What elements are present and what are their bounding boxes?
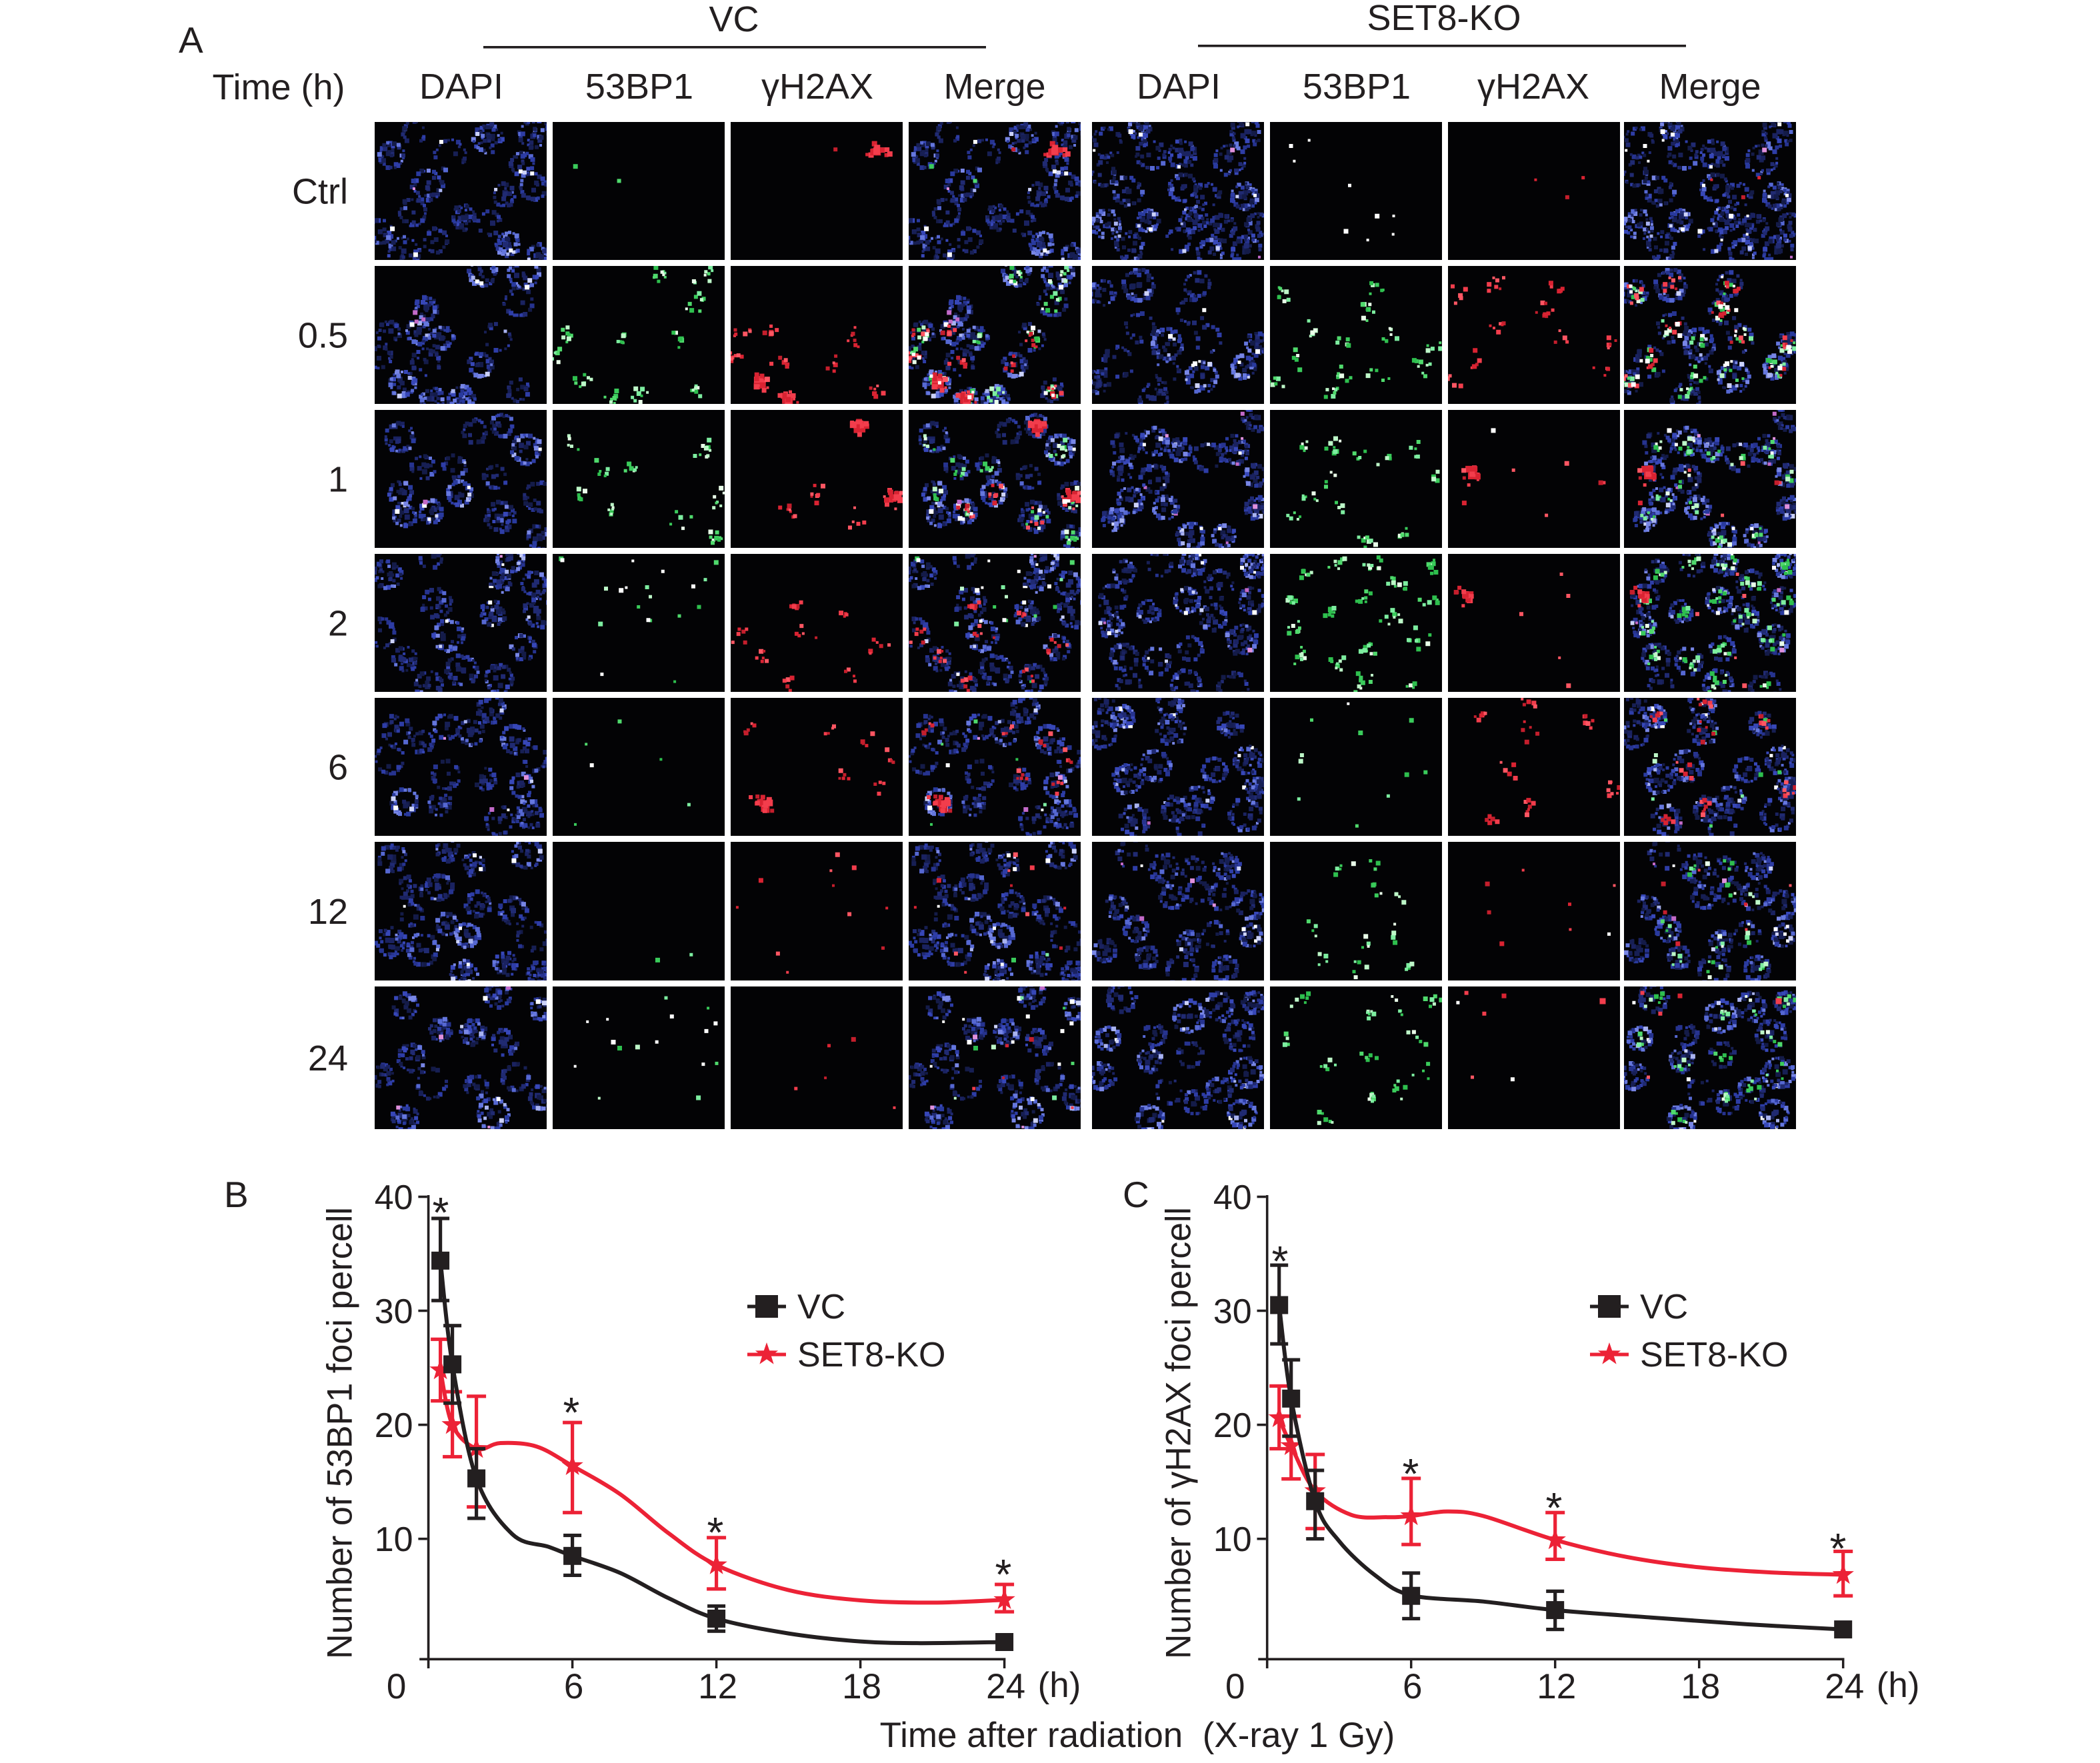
svg-text:10: 10 (1213, 1520, 1252, 1559)
svg-text:Merge: Merge (1659, 67, 1761, 107)
svg-text:24: 24 (986, 1667, 1025, 1706)
svg-text:*: * (563, 1388, 580, 1436)
svg-text:(h): (h) (1877, 1666, 1920, 1705)
svg-text:C: C (1123, 1174, 1149, 1215)
svg-text:1: 1 (328, 460, 348, 500)
svg-text:10: 10 (375, 1520, 413, 1559)
svg-text:40: 40 (375, 1178, 413, 1217)
svg-text:*: * (707, 1508, 724, 1556)
svg-text:B: B (224, 1174, 249, 1215)
svg-text:Number of γH2AX foci percell: Number of γH2AX foci percell (1159, 1207, 1199, 1659)
svg-text:2: 2 (328, 604, 348, 644)
svg-text:SET8-KO: SET8-KO (797, 1336, 946, 1374)
svg-text:VC: VC (709, 0, 759, 39)
svg-text:18: 18 (1681, 1667, 1720, 1706)
svg-text:53BP1: 53BP1 (1303, 67, 1411, 107)
svg-text:12: 12 (308, 892, 348, 932)
svg-text:*: * (433, 1188, 449, 1236)
svg-text:18: 18 (842, 1667, 881, 1706)
svg-text:*: * (1830, 1524, 1847, 1572)
svg-text:A: A (179, 19, 203, 61)
svg-text:Number of 53BP1 foci percell: Number of 53BP1 foci percell (321, 1207, 360, 1659)
svg-text:6: 6 (328, 748, 348, 788)
svg-text:0: 0 (1225, 1667, 1245, 1706)
svg-text:*: * (1403, 1450, 1419, 1498)
svg-text:*: * (995, 1550, 1012, 1598)
svg-text:24: 24 (308, 1038, 348, 1078)
svg-text:Time (h): Time (h) (213, 67, 345, 107)
svg-text:6: 6 (1403, 1667, 1422, 1706)
svg-text:γH2AX: γH2AX (1477, 67, 1589, 107)
svg-text:Ctrl: Ctrl (292, 172, 348, 212)
svg-text:40: 40 (1213, 1178, 1252, 1217)
svg-text:DAPI: DAPI (419, 67, 503, 107)
svg-text:γH2AX: γH2AX (761, 67, 873, 107)
svg-text:12: 12 (1537, 1667, 1576, 1706)
svg-text:20: 20 (1213, 1406, 1252, 1445)
svg-text:*: * (1546, 1484, 1563, 1532)
svg-text:Merge: Merge (943, 67, 1045, 107)
svg-text:SET8-KO: SET8-KO (1640, 1336, 1789, 1374)
svg-text:53BP1: 53BP1 (585, 67, 693, 107)
svg-text:VC: VC (1640, 1288, 1688, 1326)
svg-text:0.5: 0.5 (298, 316, 348, 356)
svg-text:30: 30 (375, 1292, 413, 1331)
svg-text:12: 12 (698, 1667, 737, 1706)
svg-text:30: 30 (1213, 1292, 1252, 1331)
svg-text:20: 20 (375, 1406, 413, 1445)
svg-text:Time after radiation (X-ray 1: Time after radiation (X-ray 1 Gy) (880, 1716, 1395, 1755)
svg-text:6: 6 (564, 1667, 583, 1706)
svg-text:24: 24 (1825, 1667, 1864, 1706)
svg-text:0: 0 (387, 1667, 406, 1706)
svg-text:VC: VC (797, 1288, 845, 1326)
svg-text:SET8-KO: SET8-KO (1367, 0, 1521, 38)
svg-text:*: * (1272, 1237, 1289, 1285)
svg-text:(h): (h) (1038, 1666, 1081, 1705)
svg-text:DAPI: DAPI (1137, 67, 1221, 107)
